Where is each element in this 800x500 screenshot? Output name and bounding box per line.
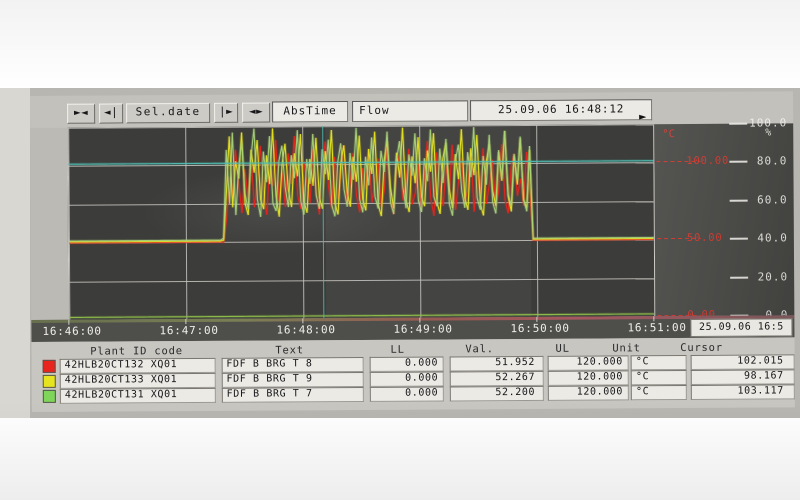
cell-cursor: 103.117 (690, 384, 795, 400)
time-axis-label: 16:46:00 (42, 324, 102, 338)
trace-flow-reference (68, 160, 654, 165)
trend-plot-area[interactable] (67, 124, 656, 320)
time-axis-label: 16:50:00 (510, 321, 570, 336)
header-ll: LL (390, 343, 405, 356)
header-ul: UL (555, 342, 570, 355)
step-button[interactable]: ◄► (242, 102, 271, 123)
cell-cursor: 102.015 (690, 354, 795, 370)
header-val: Val. (465, 342, 494, 355)
cell-text: FDF B BRG T 8 (221, 356, 364, 373)
header-text: Text (275, 343, 304, 357)
cell-ll: 0.000 (369, 356, 445, 372)
temp-tick-mark (656, 161, 701, 163)
cell-unit: °C (630, 384, 688, 401)
cell-ll: 0.000 (369, 386, 445, 402)
cell-ul: 120.000 (547, 355, 629, 371)
header-unit: Unit (612, 341, 641, 354)
cell-cursor: 98.167 (690, 369, 795, 385)
next-button[interactable]: |► (214, 102, 239, 123)
datetime-next-icon[interactable]: ► (639, 109, 648, 124)
trace-glow (68, 127, 654, 244)
cell-plant-id: 42HLB20CT133 XQ01 (59, 372, 216, 389)
plot-canvas (68, 124, 655, 320)
cell-val: 51.952 (450, 355, 545, 372)
percent-tick-mark (729, 199, 748, 202)
trace-fdf-b-brg-t-9 (68, 127, 654, 243)
temp-tick-label: 50.00 (686, 231, 723, 245)
flow-name-field[interactable]: Flow (352, 100, 469, 123)
cell-ll: 0.000 (369, 371, 445, 387)
signal-table: Plant ID code Text LL Val. UL Unit Curso… (31, 337, 795, 412)
header-plant-id: Plant ID code (90, 344, 183, 358)
percent-unit-label: % (765, 127, 772, 139)
percent-tick-mark (729, 237, 748, 240)
temp-tick-mark (656, 238, 701, 240)
cell-val: 52.200 (450, 385, 545, 402)
percent-tick-mark (730, 276, 749, 279)
time-axis-label: 16:48:00 (276, 323, 336, 337)
percent-tick-label: 20.0 (757, 269, 789, 284)
cell-plant-id: 42HLB20CT132 XQ01 (59, 357, 216, 374)
degc-unit-label: °C (662, 128, 675, 141)
trace-fdf-b-brg-t-8 (68, 135, 654, 244)
jump-to-start-button[interactable]: ►◄ (67, 103, 96, 124)
percent-tick-label: 80.0 (756, 154, 788, 168)
trend-viewer-screen: ►◄ ◄| Sel.date |► ◄► AbsTime Flow ◄ 25.0… (30, 91, 795, 412)
toolbar: ►◄ ◄| Sel.date |► ◄► AbsTime Flow ◄ 25.0… (30, 91, 794, 128)
percent-tick-label: 60.0 (757, 193, 788, 207)
monitor-bezel-left (0, 88, 30, 418)
series-color-swatch[interactable] (42, 374, 56, 388)
trace-fdf-b-brg-t-7 (68, 127, 654, 242)
cell-text: FDF B BRG T 7 (221, 386, 364, 403)
previous-button[interactable]: ◄| (99, 103, 124, 124)
cell-unit: °C (630, 354, 687, 371)
datetime-value: 25.09.06 16:48:12 (497, 102, 625, 117)
cell-val: 52.267 (450, 370, 545, 387)
cell-text: FDF B BRG T 9 (221, 371, 364, 388)
trace-bottom-reference (69, 313, 655, 319)
time-axis-label: 16:51:00 (627, 320, 687, 335)
percent-tick-mark (729, 122, 748, 125)
cell-unit: °C (630, 369, 687, 386)
header-cursor: Cursor (680, 341, 723, 354)
percent-tick-mark (729, 161, 748, 164)
select-date-button[interactable]: Sel.date (126, 102, 211, 124)
value-scale-panel: °C % 100.080.060.040.020.00.0100.0050.00… (654, 116, 795, 322)
time-axis-label: 16:49:00 (393, 322, 453, 336)
cursor-time-readout: 25.09.06 16:5 (690, 318, 793, 337)
percent-tick-label: 40.0 (757, 231, 788, 245)
time-axis-label: 16:47:00 (159, 323, 219, 338)
series-color-swatch[interactable] (42, 389, 56, 403)
datetime-field[interactable]: ◄ 25.09.06 16:48:12 ► (470, 99, 653, 124)
cell-ul: 120.000 (548, 385, 630, 401)
cell-ul: 120.000 (548, 370, 629, 386)
percent-tick-label: 100.0 (749, 116, 788, 130)
trace-lines (68, 127, 655, 319)
temp-tick-label: 100.00 (686, 155, 730, 168)
series-color-swatch[interactable] (42, 359, 56, 373)
cell-plant-id: 42HLB20CT131 XQ01 (59, 387, 216, 404)
abstime-mode-field[interactable]: AbsTime (272, 101, 349, 123)
